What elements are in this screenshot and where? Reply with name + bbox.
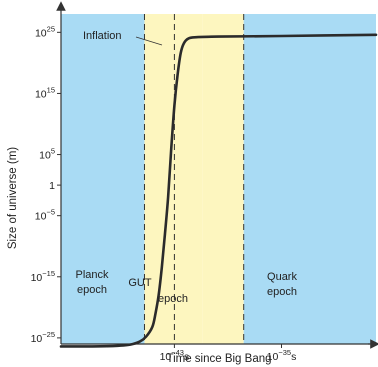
y-tick-label-1: 1015 bbox=[35, 85, 55, 100]
y-tick-label-2: 105 bbox=[39, 147, 55, 162]
region-label-3-0: Quark bbox=[267, 271, 297, 283]
region-label-0-0: Planck bbox=[75, 269, 109, 281]
x-axis-title: Time since Big Bang bbox=[166, 353, 271, 365]
region-band-2 bbox=[203, 14, 244, 344]
region-label-0-1: epoch bbox=[77, 284, 107, 296]
region-label-1-0: GUT bbox=[128, 277, 152, 289]
y-tick-label-5: 10−15 bbox=[31, 269, 55, 284]
y-tick-label-4: 10−5 bbox=[35, 208, 55, 223]
epoch-regions bbox=[61, 14, 376, 344]
y-tick-label-0: 1025 bbox=[35, 24, 55, 39]
y-tick-label-6: 10−25 bbox=[31, 330, 55, 345]
region-label-3-1: epoch bbox=[267, 286, 297, 298]
annotation-label-0: Inflation bbox=[83, 30, 122, 42]
region-label-2-0: epoch bbox=[158, 293, 188, 305]
y-axis-title: Size of universe (m) bbox=[7, 147, 19, 249]
region-band-3 bbox=[244, 14, 376, 344]
y-tick-label-3: 1 bbox=[49, 180, 55, 192]
